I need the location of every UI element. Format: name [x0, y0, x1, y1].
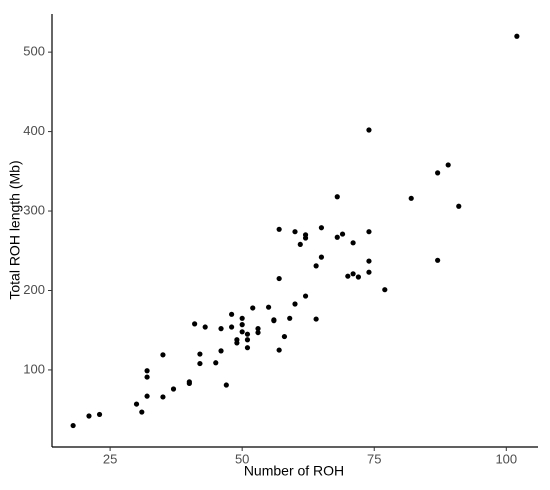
point	[435, 170, 441, 176]
point	[456, 203, 462, 209]
point	[345, 273, 351, 279]
y-tick-label: 300	[23, 202, 45, 217]
x-axis-title: Number of ROH	[244, 463, 344, 479]
point	[192, 321, 198, 327]
point	[234, 340, 240, 346]
point	[445, 162, 451, 168]
point	[350, 240, 356, 246]
point	[366, 258, 372, 264]
point	[408, 195, 414, 201]
point	[144, 393, 150, 399]
point	[229, 324, 235, 330]
point	[313, 263, 319, 269]
point	[223, 382, 229, 388]
y-tick-label: 500	[23, 44, 45, 59]
point	[139, 409, 145, 415]
point	[382, 287, 388, 293]
point	[281, 333, 288, 340]
point	[276, 226, 282, 232]
point	[334, 194, 340, 200]
y-tick-label: 100	[23, 361, 45, 376]
point	[244, 337, 251, 343]
point	[218, 348, 224, 354]
point	[276, 347, 282, 353]
point	[96, 411, 103, 418]
x-tick-label: 75	[367, 451, 381, 466]
point	[339, 231, 346, 237]
point	[160, 352, 166, 358]
point	[250, 305, 256, 311]
point	[197, 351, 203, 357]
x-tick-label: 100	[495, 451, 517, 466]
point	[271, 318, 277, 324]
point	[302, 293, 309, 299]
point	[170, 386, 177, 392]
y-axis-title: Total ROH length (Mb)	[7, 160, 23, 299]
point	[239, 322, 245, 328]
point	[292, 229, 298, 235]
y-tick-label: 200	[23, 282, 45, 297]
point	[239, 329, 245, 335]
point	[186, 379, 192, 385]
point	[318, 254, 325, 260]
point	[229, 311, 235, 317]
point	[350, 271, 356, 277]
point	[302, 235, 309, 241]
point	[355, 274, 361, 280]
point	[144, 374, 150, 380]
point	[366, 127, 372, 133]
point	[244, 345, 251, 351]
point	[133, 401, 140, 407]
point	[197, 360, 203, 367]
point	[202, 324, 208, 330]
point	[239, 315, 245, 321]
point	[435, 257, 441, 263]
point	[514, 33, 520, 39]
point	[160, 394, 166, 400]
point	[265, 304, 272, 310]
point	[218, 326, 224, 332]
point	[276, 275, 282, 282]
x-tick-label: 50	[235, 451, 249, 466]
point	[313, 316, 319, 322]
point	[318, 225, 325, 231]
point	[244, 331, 251, 337]
point	[213, 360, 219, 366]
point	[144, 368, 150, 374]
point	[292, 301, 298, 307]
point	[255, 326, 261, 332]
x-tick-label: 25	[103, 451, 117, 466]
point	[366, 229, 372, 235]
point	[334, 234, 340, 240]
point	[297, 241, 303, 248]
y-tick-label: 400	[23, 123, 45, 138]
point	[366, 269, 372, 275]
point	[70, 422, 76, 429]
point	[86, 413, 92, 419]
point	[287, 315, 293, 321]
point	[255, 329, 261, 336]
